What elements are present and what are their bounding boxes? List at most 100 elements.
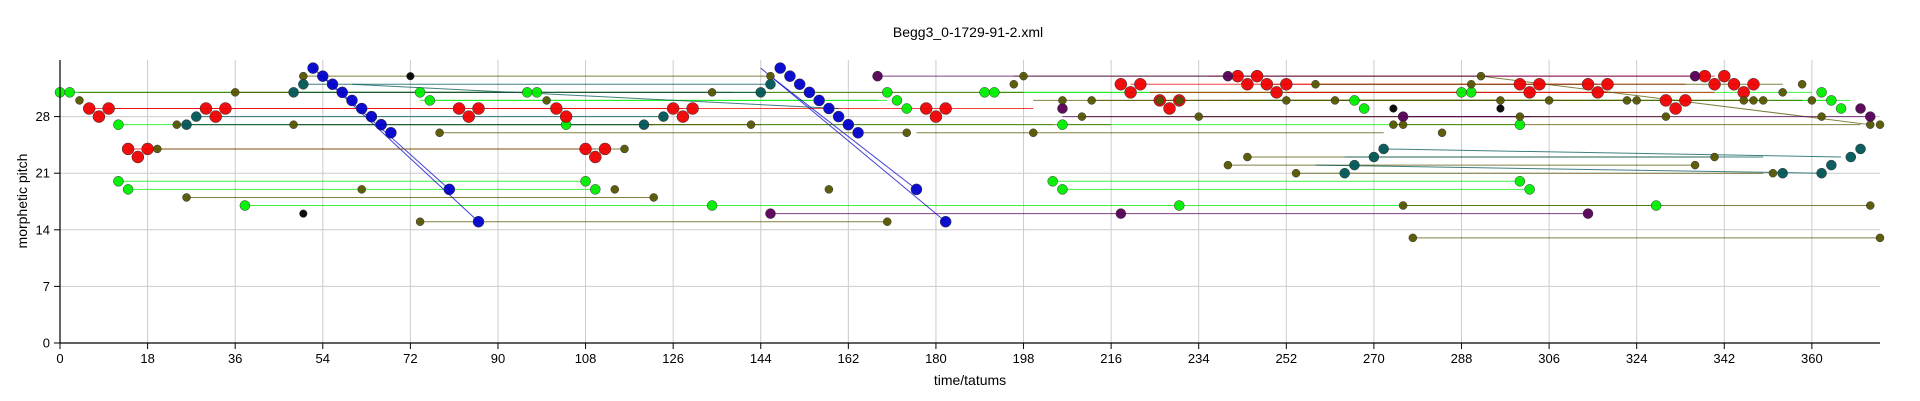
note-point-olive xyxy=(1291,168,1301,178)
note-point-red xyxy=(472,102,485,115)
note-point-red xyxy=(686,102,699,115)
note-point-red xyxy=(1523,86,1536,99)
note-point-purple xyxy=(1855,103,1866,114)
note-point-purple xyxy=(1057,103,1068,114)
note-point-green xyxy=(1650,200,1662,211)
note-point-red xyxy=(1591,86,1605,99)
note-point-blue xyxy=(346,94,358,107)
note-point-olive xyxy=(746,120,756,129)
note-point-olive xyxy=(1807,96,1817,105)
note-point-red xyxy=(92,110,106,123)
note-point-olive xyxy=(1223,160,1233,170)
note-connector-teal xyxy=(1383,148,1842,158)
x-tick-label: 288 xyxy=(1451,351,1473,366)
note-point-olive xyxy=(1311,80,1320,89)
note-point-olive xyxy=(620,144,629,154)
x-tick-label: 162 xyxy=(837,351,859,366)
note-point-green xyxy=(882,87,893,98)
note-point-red xyxy=(1231,69,1244,83)
note-connector-blue xyxy=(760,67,946,223)
y-tick-label: 28 xyxy=(36,109,50,124)
note-point-red xyxy=(1241,78,1254,91)
note-point-olive xyxy=(1398,120,1408,129)
note-point-blue xyxy=(355,102,368,115)
note-point-olive xyxy=(1087,96,1096,105)
grid xyxy=(59,60,1880,344)
note-point-red xyxy=(579,142,592,156)
note-point-olive xyxy=(1632,96,1641,105)
note-point-green xyxy=(1826,95,1837,106)
note-point-red xyxy=(82,102,96,115)
note-point-olive xyxy=(824,185,834,194)
note-point-red xyxy=(1747,78,1760,91)
note-point-teal xyxy=(755,87,766,98)
x-tick-label: 216 xyxy=(1100,351,1122,366)
note-point-olive xyxy=(75,96,84,105)
note-point-olive xyxy=(1749,96,1758,105)
note-point-olive xyxy=(1077,112,1087,121)
note-point-olive xyxy=(1408,233,1418,243)
note-point-red xyxy=(462,110,476,123)
note-point-teal xyxy=(181,119,192,130)
note-point-red xyxy=(1270,86,1283,99)
note-point-olive xyxy=(1155,96,1165,105)
note-point-red xyxy=(219,102,232,115)
note-point-olive xyxy=(1194,112,1203,121)
note-point-blue xyxy=(842,118,855,131)
note-point-olive xyxy=(357,185,366,194)
note-point-green xyxy=(1057,184,1068,195)
note-point-purple xyxy=(1115,208,1127,219)
note-point-purple xyxy=(1689,70,1701,82)
note-point-purple xyxy=(1865,111,1876,122)
note-point-red xyxy=(452,102,466,115)
x-tick-label: 18 xyxy=(140,351,154,366)
note-point-olive xyxy=(883,217,892,226)
note-point-blue xyxy=(317,70,329,82)
note-point-teal xyxy=(288,87,299,98)
note-point-olive xyxy=(902,128,911,138)
note-point-olive xyxy=(182,193,191,202)
note-connector-teal xyxy=(351,83,839,110)
note-point-red xyxy=(929,110,943,123)
note-point-green xyxy=(1465,87,1477,98)
note-point-red xyxy=(919,102,933,115)
note-point-black xyxy=(1496,104,1505,113)
note-point-teal xyxy=(1855,143,1866,155)
note-point-green xyxy=(1174,200,1185,211)
note-point-olive xyxy=(1243,152,1252,162)
note-point-purple xyxy=(765,208,776,219)
note-point-red xyxy=(1708,78,1721,91)
note-connector-teal xyxy=(1315,164,1822,174)
note-point-green xyxy=(113,176,124,187)
note-point-red xyxy=(1260,78,1274,91)
note-point-blue xyxy=(365,110,378,123)
note-point-green xyxy=(64,87,75,98)
note-point-red xyxy=(199,102,213,115)
note-point-green xyxy=(1835,103,1847,114)
note-point-teal xyxy=(765,79,776,90)
note-point-green xyxy=(122,184,134,195)
note-point-blue xyxy=(852,127,864,139)
note-point-red xyxy=(141,142,154,156)
note-point-teal xyxy=(191,111,202,122)
x-tick-label: 324 xyxy=(1626,351,1648,366)
note-point-red xyxy=(1581,78,1595,91)
note-point-green xyxy=(1816,87,1827,98)
note-point-olive xyxy=(707,88,717,97)
note-point-olive xyxy=(1009,80,1019,89)
note-point-black xyxy=(406,72,415,81)
x-tick-label: 198 xyxy=(1013,351,1035,366)
note-point-olive xyxy=(1866,120,1875,129)
x-tick-label: 252 xyxy=(1275,351,1297,366)
note-point-red xyxy=(1114,78,1128,91)
note-point-olive xyxy=(649,193,658,202)
note-point-red xyxy=(131,150,145,164)
note-point-olive xyxy=(1875,233,1885,243)
note-point-red xyxy=(1513,78,1527,91)
note-point-olive xyxy=(1817,112,1826,121)
note-point-green xyxy=(1514,119,1526,130)
note-point-olive xyxy=(1437,128,1447,138)
y-axis-label: morphetic pitch xyxy=(14,154,30,249)
note-point-red xyxy=(550,102,563,115)
note-point-purple xyxy=(1397,111,1409,122)
